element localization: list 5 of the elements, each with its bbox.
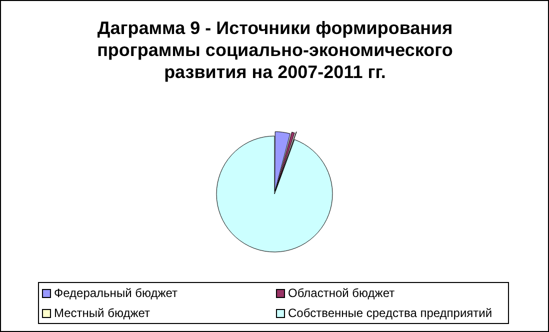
legend-label: Областной бюджет <box>288 286 395 300</box>
legend-label: Собственные средства предприятий <box>288 306 492 320</box>
chart-title: Даграмма 9 - Источники формирования программы социально-экономического развития на 2007-2011 гг. <box>96 17 454 83</box>
legend-label: Местный бюджет <box>54 306 150 320</box>
legend-label: Федеральный бюджет <box>54 286 178 300</box>
